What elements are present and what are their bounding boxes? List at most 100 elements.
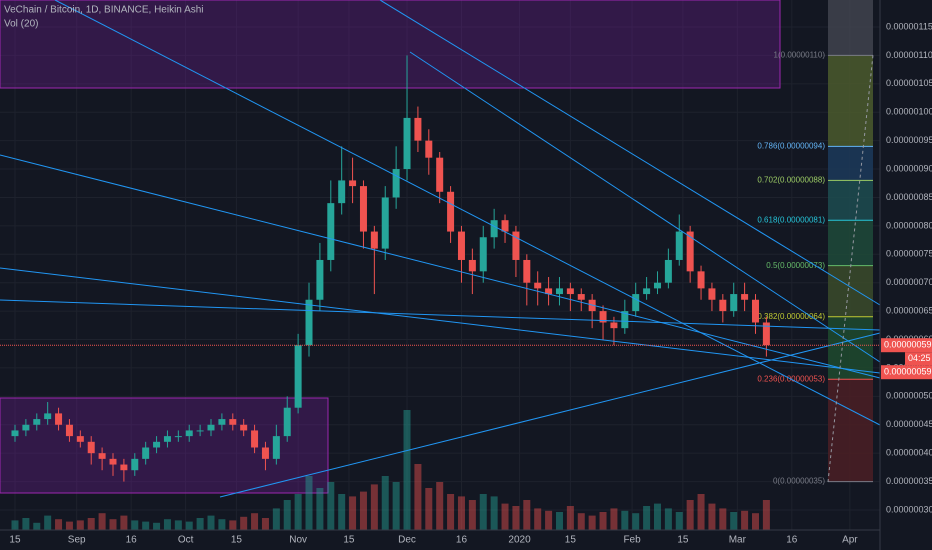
candle-body	[457, 231, 465, 260]
trendline	[0, 154, 881, 379]
volume-bar	[44, 515, 52, 530]
volume-bar	[240, 516, 248, 530]
volume-bar	[120, 515, 128, 530]
volume-bar	[349, 496, 357, 530]
fib-top-band	[828, 0, 873, 55]
fib-band	[828, 379, 873, 482]
fib-band	[828, 55, 873, 147]
fib-band	[828, 316, 873, 380]
candle-body	[621, 311, 629, 329]
volume-bar	[316, 488, 324, 530]
volume-bar	[566, 506, 574, 530]
trendline	[409, 51, 881, 363]
volume-bar	[664, 508, 672, 530]
candle-body	[643, 288, 651, 295]
y-tick-label: 0.00000045	[886, 419, 932, 429]
candle-body	[545, 288, 553, 295]
volume-bar	[708, 503, 716, 530]
volume-bar	[338, 494, 346, 530]
volume-bar	[174, 520, 182, 530]
candle-body	[632, 294, 640, 312]
candle-body	[501, 220, 509, 232]
candle-body	[272, 436, 280, 459]
y-tick-label: 0.00000035	[886, 476, 932, 486]
price-badge-label: 0.00000059	[884, 367, 932, 377]
volume-bar	[425, 488, 433, 530]
candle-body	[283, 407, 291, 437]
volume-bar	[610, 508, 618, 530]
volume-bar	[392, 482, 400, 530]
volume-bar	[403, 410, 411, 530]
x-tick-label: 15	[565, 535, 577, 546]
volume-bar	[762, 500, 770, 530]
candle-body	[479, 237, 487, 272]
trendlines	[0, 0, 881, 498]
countdown-label: 04:25	[908, 353, 931, 363]
volume-bar	[675, 512, 683, 530]
x-tick-label: 16	[786, 535, 798, 546]
volume-bar	[697, 494, 705, 530]
trendline	[379, 0, 881, 306]
volume-label: Vol (20)	[4, 19, 38, 30]
fib-label: 0.382(0.00000064)	[757, 312, 825, 321]
countdown-badge	[905, 352, 932, 366]
candle-body	[490, 220, 498, 238]
candle-body	[163, 436, 171, 442]
volume-bar	[55, 519, 63, 530]
x-tick-label: 15	[231, 535, 243, 546]
candle-body	[33, 419, 41, 425]
volume-bar	[76, 520, 84, 530]
volume-bar	[359, 491, 367, 530]
volume-bar	[436, 482, 444, 530]
x-tick-label: 16	[126, 535, 138, 546]
x-tick-label: 2020	[508, 535, 531, 546]
volume-bar	[621, 510, 629, 530]
x-tick-label: Mar	[729, 535, 747, 546]
candle-body	[22, 424, 30, 431]
candle-body	[349, 180, 357, 187]
candle-body	[599, 311, 607, 323]
candle-body	[44, 413, 52, 420]
volume-bar	[218, 519, 226, 530]
fib-retracement: 1(0.00000110) 0.786(0.00000094) 0.702(0.00…	[757, 51, 873, 486]
candle-body	[577, 294, 585, 300]
x-tick-label: Apr	[842, 535, 858, 546]
price-badge	[881, 338, 932, 353]
candle-body	[675, 231, 683, 260]
price-badge-label: 0.00000059	[884, 340, 932, 350]
trendline	[0, 299, 881, 331]
candle-body	[338, 180, 346, 204]
x-tick-label: Oct	[178, 535, 194, 546]
candle-body	[403, 117, 411, 170]
zone-box	[0, 0, 781, 89]
volume-bar	[479, 494, 487, 530]
x-tick-label: Nov	[289, 535, 307, 546]
candle-body	[381, 197, 389, 249]
fib-label: 0.5(0.00000073)	[766, 261, 825, 270]
volume-bar	[381, 476, 389, 530]
fib-label: 1(0.00000110)	[774, 51, 826, 60]
candle-body	[686, 231, 694, 272]
candle-body	[76, 436, 84, 442]
candle-body	[436, 157, 444, 192]
candle-body	[87, 441, 95, 454]
candle-body	[664, 259, 672, 283]
candle-body	[610, 322, 618, 329]
candle-body	[697, 271, 705, 289]
volume-bar	[577, 513, 585, 530]
volume-bar	[490, 496, 498, 530]
volume-bar	[512, 506, 520, 530]
candle-body	[218, 419, 226, 425]
candle-body	[11, 430, 19, 437]
fib-label: 0(0.00000035)	[773, 477, 825, 486]
volume-bar	[33, 522, 41, 530]
x-tick-label: 15	[677, 535, 689, 546]
volume-bar	[545, 510, 553, 530]
volume-bar	[555, 512, 563, 530]
candle-body	[359, 186, 367, 232]
candle-body	[174, 436, 182, 438]
candle-body	[555, 288, 563, 295]
candle-body	[142, 447, 150, 459]
volume-bar	[751, 513, 759, 530]
